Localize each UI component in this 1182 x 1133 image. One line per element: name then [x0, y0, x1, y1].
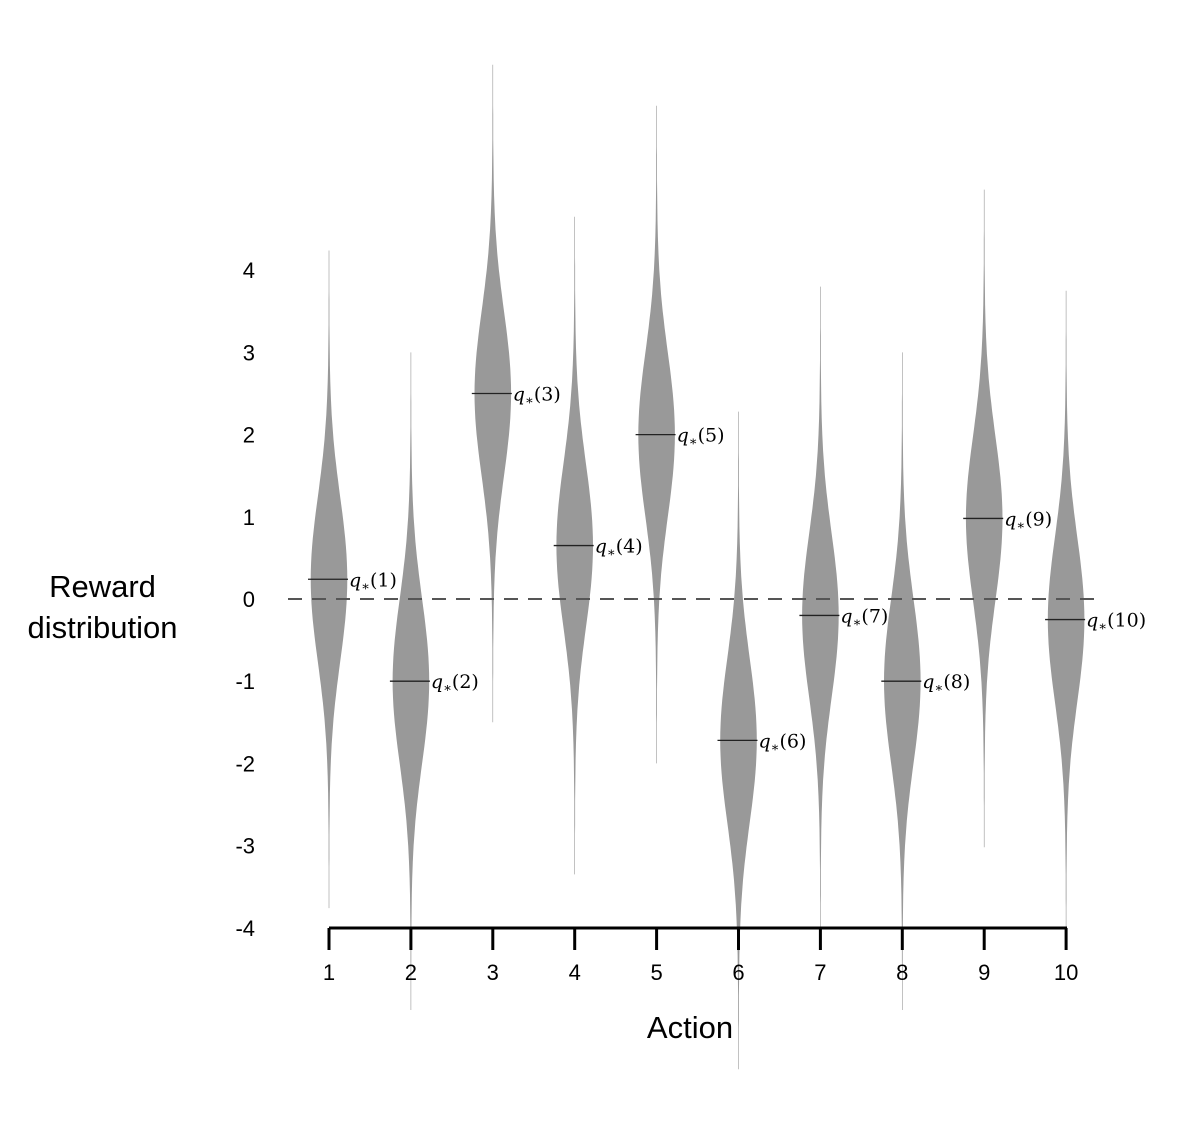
y-tick-label: -4: [235, 916, 255, 941]
x-tick-label: 3: [487, 960, 499, 985]
y-axis-label: Reward distribution: [0, 566, 205, 648]
x-axis: 1 2 3 4 5 6 7 8 9 10: [323, 926, 1078, 985]
x-tick-label: 6: [732, 960, 744, 985]
q-star-label: q∗(9): [1004, 508, 1052, 533]
q-star-label: q∗(3): [513, 384, 561, 409]
x-tick-label: 2: [405, 960, 417, 985]
q-star-label: q∗(7): [840, 605, 888, 630]
x-tick-label: 10: [1054, 960, 1078, 985]
q-star-label: q∗(6): [759, 730, 807, 755]
y-tick-label: -2: [235, 751, 255, 776]
x-tick-label: 5: [650, 960, 662, 985]
q-star-label: q∗(2): [431, 671, 479, 696]
q-star-label: q∗(1): [349, 569, 397, 594]
y-axis-ticks: 4 3 2 1 0 -1 -2 -3 -4: [235, 258, 255, 941]
x-tick-label: 1: [323, 960, 335, 985]
q-star-label: q∗(4): [595, 536, 643, 561]
y-tick-label: -1: [235, 669, 255, 694]
x-tick-label: 8: [896, 960, 908, 985]
mean-markers: q∗(1) q∗(2) q∗(3) q∗(4) q∗(5) q∗(6) q∗(7) q∗(8)…: [308, 384, 1146, 755]
y-tick-label: 3: [243, 340, 255, 365]
x-tick-label: 9: [978, 960, 990, 985]
x-tick-label: 7: [814, 960, 826, 985]
y-tick-label: 0: [243, 587, 255, 612]
y-axis-label-line1: Reward: [49, 569, 156, 604]
q-star-label: q∗(5): [677, 425, 725, 450]
y-axis-label-line2: distribution: [27, 610, 178, 645]
y-tick-label: 1: [243, 505, 255, 530]
q-star-label: q∗(10): [1086, 610, 1146, 635]
y-tick-label: 2: [243, 423, 255, 448]
y-tick-label: 4: [243, 258, 255, 283]
violins: [310, 64, 1085, 1070]
x-tick-label: 4: [569, 960, 581, 985]
q-star-label: q∗(8): [922, 671, 970, 696]
y-tick-label: -3: [235, 834, 255, 859]
x-axis-label: Action: [646, 1010, 734, 1045]
